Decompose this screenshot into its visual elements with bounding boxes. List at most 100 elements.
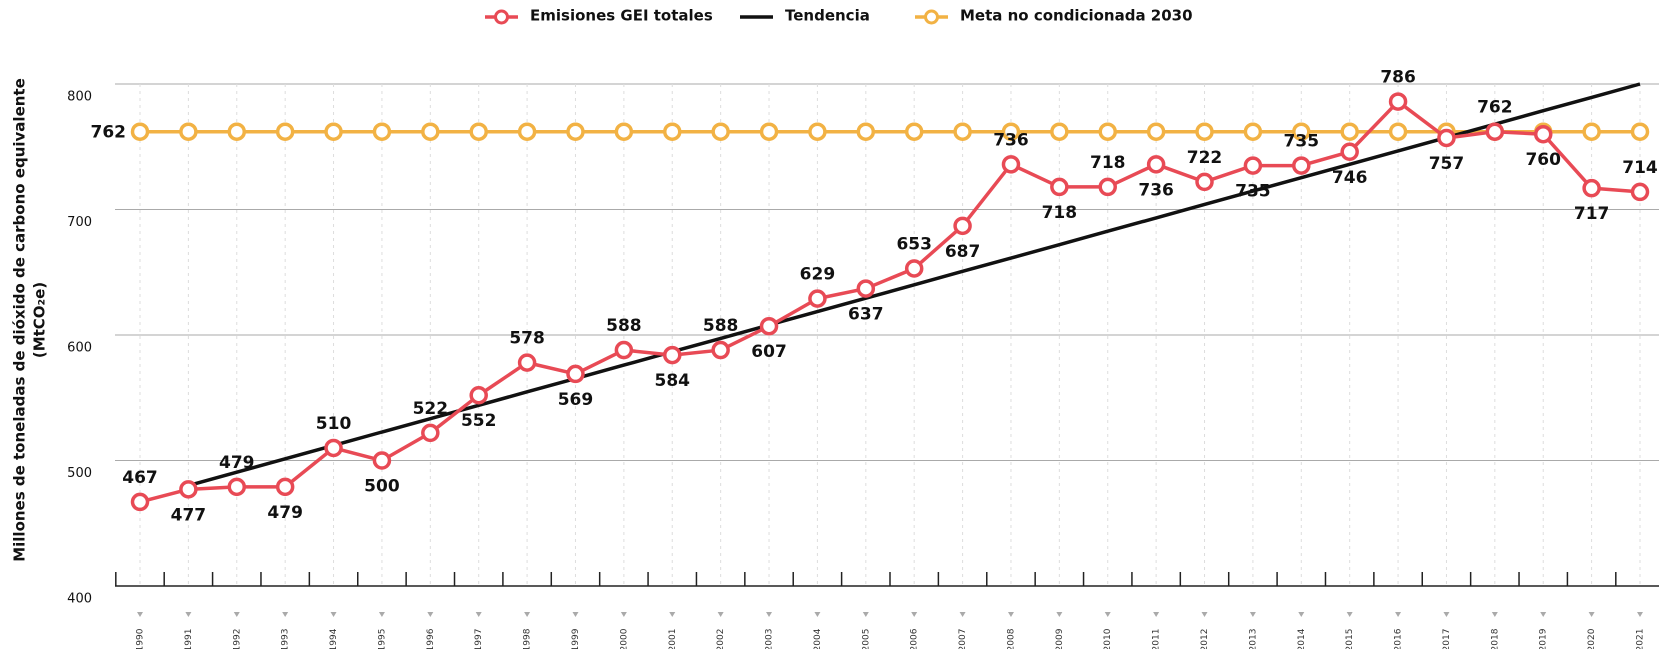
x-tick-arrow bbox=[378, 612, 385, 617]
data-label: 588 bbox=[703, 316, 739, 336]
x-tick-label: 1990 bbox=[136, 628, 146, 649]
x-tick-label: 2013 bbox=[1248, 629, 1258, 649]
point-marker bbox=[1630, 182, 1650, 202]
point-marker bbox=[130, 492, 150, 512]
point-marker bbox=[1582, 178, 1601, 198]
data-label: 588 bbox=[606, 316, 642, 336]
point-marker bbox=[1146, 155, 1166, 174]
y-tick-label: 500 bbox=[67, 466, 92, 481]
data-label: 500 bbox=[364, 477, 400, 497]
x-tick-arrow bbox=[959, 612, 966, 617]
x-tick-label: 2000 bbox=[619, 628, 629, 649]
point-marker bbox=[614, 122, 634, 141]
data-label: 578 bbox=[509, 329, 545, 349]
point-marker bbox=[759, 122, 779, 141]
series-line bbox=[139, 99, 1641, 504]
x-tick-label: 2021 bbox=[1636, 629, 1646, 649]
x-tick-arrow bbox=[620, 612, 627, 617]
data-label: 736 bbox=[1138, 180, 1174, 200]
legend-marker bbox=[924, 9, 939, 25]
x-tick-arrow bbox=[427, 612, 434, 617]
point-marker bbox=[421, 423, 440, 443]
point-marker bbox=[856, 279, 876, 298]
x-tick-label: 1993 bbox=[281, 629, 291, 649]
y-axis-title: (MtCO₂e) bbox=[31, 282, 49, 358]
x-tick-label: 2008 bbox=[1006, 628, 1016, 649]
point-marker bbox=[1340, 142, 1359, 162]
point-marker bbox=[227, 477, 247, 497]
data-label: 757 bbox=[1429, 154, 1465, 174]
x-tick-label: 2018 bbox=[1490, 628, 1500, 649]
x-tick-arrow bbox=[766, 612, 773, 617]
x-tick-label: 1994 bbox=[329, 628, 339, 649]
x-tick-label: 2016 bbox=[1394, 628, 1404, 649]
x-tick-label: 2011 bbox=[1152, 629, 1162, 649]
point-marker bbox=[759, 316, 779, 336]
x-tick-label: 2002 bbox=[716, 629, 726, 649]
x-tick-arrow bbox=[1588, 612, 1595, 617]
x-tick-arrow bbox=[1056, 612, 1063, 617]
point-marker bbox=[1001, 122, 1021, 141]
x-tick-label: 2004 bbox=[813, 628, 823, 649]
x-tick-arrow bbox=[1298, 612, 1305, 617]
point-marker bbox=[1098, 122, 1117, 141]
point-marker bbox=[1485, 122, 1505, 141]
point-marker bbox=[275, 477, 295, 497]
point-marker bbox=[1243, 122, 1263, 141]
data-label: 714 bbox=[1622, 158, 1658, 178]
point-marker bbox=[372, 451, 392, 470]
data-label: 687 bbox=[945, 242, 981, 262]
data-label: 607 bbox=[751, 342, 787, 362]
point-marker bbox=[1630, 122, 1650, 141]
x-tick-label: 2014 bbox=[1297, 628, 1307, 649]
point-marker bbox=[275, 122, 295, 141]
point-marker bbox=[1050, 122, 1069, 141]
data-label: 762 bbox=[1477, 98, 1513, 118]
point-marker bbox=[469, 122, 488, 141]
data-label: 718 bbox=[1090, 153, 1126, 173]
legend-label: Emisiones GEI totales bbox=[530, 7, 713, 25]
data-label: 735 bbox=[1284, 132, 1320, 152]
x-tick-arrow bbox=[911, 612, 918, 617]
x-tick-label: 1992 bbox=[232, 629, 242, 649]
x-tick-arrow bbox=[1395, 612, 1402, 617]
data-label: 746 bbox=[1332, 168, 1368, 188]
x-tick-arrow bbox=[1104, 612, 1111, 617]
x-tick-label: 2005 bbox=[861, 629, 871, 649]
y-tick-label: 700 bbox=[67, 215, 92, 230]
legend-marker bbox=[494, 9, 509, 25]
data-label: 467 bbox=[122, 468, 158, 488]
x-tick-arrow bbox=[1491, 612, 1498, 617]
point-marker bbox=[1388, 122, 1408, 141]
x-tick-arrow bbox=[185, 612, 192, 617]
x-tick-label: 2012 bbox=[1200, 629, 1210, 649]
point-marker bbox=[1050, 177, 1069, 197]
point-marker bbox=[663, 345, 682, 365]
point-marker bbox=[1437, 128, 1456, 148]
point-marker bbox=[711, 122, 730, 141]
point-marker bbox=[856, 122, 876, 141]
x-tick-label: 1995 bbox=[377, 629, 387, 649]
x-tick-label: 2020 bbox=[1587, 628, 1597, 649]
data-label: 477 bbox=[171, 505, 207, 525]
x-tick-arrow bbox=[1007, 612, 1014, 617]
x-tick-arrow bbox=[475, 612, 482, 617]
x-tick-label: 1998 bbox=[523, 628, 533, 649]
point-marker bbox=[953, 216, 972, 236]
point-marker bbox=[663, 122, 682, 141]
point-marker bbox=[324, 438, 343, 458]
data-label: 717 bbox=[1574, 204, 1610, 224]
legend-label: Meta no condicionada 2030 bbox=[960, 7, 1193, 25]
data-label: 522 bbox=[413, 399, 449, 419]
point-marker bbox=[324, 122, 343, 141]
x-tick-arrow bbox=[330, 612, 337, 617]
point-marker bbox=[1388, 92, 1408, 111]
legend-item: Tendencia bbox=[740, 7, 870, 25]
x-tick-label: 2010 bbox=[1103, 628, 1113, 649]
data-label: 760 bbox=[1525, 150, 1561, 170]
y-tick-label: 600 bbox=[67, 341, 92, 356]
x-tick-arrow bbox=[1637, 612, 1643, 617]
point-marker bbox=[1292, 122, 1311, 141]
x-tick-label: 2007 bbox=[958, 629, 968, 649]
point-marker bbox=[179, 122, 198, 141]
